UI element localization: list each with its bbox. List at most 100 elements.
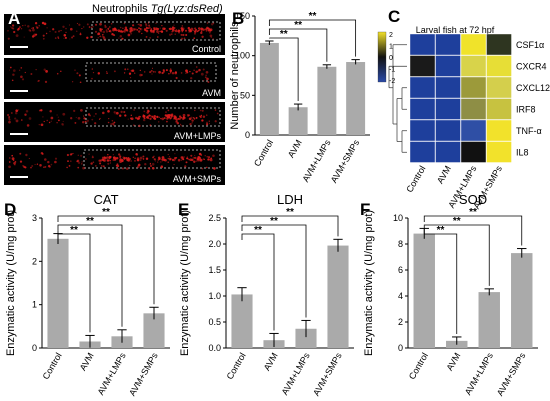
neutrophil-dot: [113, 34, 116, 37]
neutrophil-dot: [124, 68, 127, 70]
heatmap-cell: [435, 141, 461, 163]
neutrophil-dot: [147, 22, 150, 24]
neutrophil-dot: [26, 124, 30, 127]
neutrophil-dot: [52, 28, 55, 31]
neutrophil-dot: [119, 155, 122, 158]
neutrophil-dot: [214, 120, 217, 123]
neutrophil-dot: [204, 155, 206, 157]
neutrophil-dot: [127, 33, 131, 37]
neutrophil-dot: [120, 29, 123, 32]
colorbar-tick-label: -1: [389, 67, 395, 74]
neutrophil-dot: [43, 68, 46, 71]
neutrophil-dot: [28, 29, 31, 32]
neutrophil-dot: [97, 72, 101, 75]
neutrophil-dot: [106, 159, 109, 161]
heatmap-row-label: CXCL12α: [516, 83, 550, 93]
neutrophil-dot: [151, 67, 154, 69]
neutrophil-dot: [28, 117, 32, 120]
neutrophil-dot: [145, 24, 148, 27]
significance-label: **: [469, 207, 477, 218]
neutrophil-dot: [102, 111, 105, 115]
y-tick-label: 3: [32, 213, 37, 223]
neutrophil-dot: [195, 160, 198, 163]
neutrophil-dot: [118, 37, 120, 39]
heatmap-cell: [409, 119, 436, 142]
y-tick-label: 0.0: [208, 343, 221, 353]
neutrophil-dot: [203, 158, 206, 161]
neutrophil-dot: [187, 114, 189, 116]
neutrophil-dot: [19, 160, 23, 163]
neutrophil-dot: [101, 35, 104, 38]
neutrophil-dot: [203, 80, 205, 82]
heatmap-cell: [409, 76, 436, 99]
neutrophil-dot: [112, 159, 115, 161]
neutrophil-dot: [142, 118, 146, 122]
neutrophil-dot: [129, 27, 132, 30]
chart-d: D CAT 0 1 2 3 Enzymatic activity (U/mg prot) Co…: [4, 192, 170, 398]
neutrophil-dot: [47, 160, 50, 164]
neutrophil-dot: [44, 158, 47, 161]
neutrophil-dot: [109, 160, 112, 162]
neutrophil-dot: [69, 153, 72, 156]
neutrophil-dot: [170, 113, 174, 117]
neutrophil-dot: [175, 120, 178, 123]
neutrophil-dot: [179, 123, 182, 126]
neutrophil-dot: [117, 29, 121, 33]
neutrophil-dot: [110, 23, 113, 25]
neutrophil-dot: [171, 33, 173, 35]
neutrophil-dot: [202, 68, 205, 71]
bar: [511, 253, 533, 348]
neutrophil-dot: [146, 111, 149, 114]
neutrophil-dot: [181, 79, 183, 81]
neutrophil-dot: [61, 122, 64, 126]
neutrophil-dot: [155, 22, 157, 24]
neutrophil-dot: [198, 152, 202, 156]
neutrophil-dot: [130, 117, 132, 120]
heatmap-cell: [435, 76, 461, 99]
neutrophil-dot: [76, 30, 78, 32]
neutrophil-dot: [15, 119, 19, 123]
neutrophil-dot: [113, 124, 115, 126]
neutrophil-dot: [76, 22, 78, 24]
heatmap-dendrogram: [388, 44, 407, 153]
neutrophil-dot: [132, 28, 134, 30]
neutrophil-dot: [8, 120, 11, 124]
neutrophil-dot: [173, 163, 175, 166]
neutrophil-dot: [70, 160, 72, 162]
neutrophil-dot: [103, 37, 106, 40]
y-tick-label: 2.5: [208, 213, 221, 223]
neutrophil-dot: [174, 33, 176, 35]
bar: [413, 233, 435, 348]
neutrophil-dot: [182, 158, 185, 161]
heatmap-cell: [460, 98, 487, 120]
neutrophil-dot: [139, 69, 141, 72]
neutrophil-dot: [183, 156, 185, 158]
neutrophil-dot: [195, 66, 198, 68]
neutrophil-dot: [126, 167, 129, 170]
neutrophil-dot: [54, 30, 57, 34]
neutrophil-dot: [80, 154, 83, 157]
neutrophil-dot: [193, 156, 197, 159]
neutrophil-dot: [168, 33, 172, 36]
neutrophil-dot: [200, 72, 204, 76]
neutrophil-dot: [136, 158, 140, 162]
neutrophil-dot: [183, 37, 186, 40]
neutrophil-dot: [88, 26, 91, 28]
panel-letter-a: A: [8, 9, 20, 28]
neutrophil-dot: [205, 30, 208, 32]
neutrophil-dot: [49, 109, 52, 113]
neutrophil-dot: [214, 109, 217, 111]
significance-label: **: [270, 216, 278, 227]
neutrophil-dot: [105, 30, 109, 33]
neutrophil-dot: [68, 24, 71, 26]
neutrophil-dot: [133, 28, 136, 31]
neutrophil-dot: [199, 158, 203, 162]
neutrophil-dot: [101, 28, 103, 31]
neutrophil-dot: [27, 25, 30, 28]
neutrophil-dot: [156, 36, 159, 38]
neutrophil-dot: [21, 78, 25, 81]
neutrophil-dot: [22, 25, 24, 27]
neutrophil-dot: [152, 70, 155, 73]
neutrophil-dot: [7, 37, 10, 40]
neutrophil-dot: [185, 33, 188, 37]
